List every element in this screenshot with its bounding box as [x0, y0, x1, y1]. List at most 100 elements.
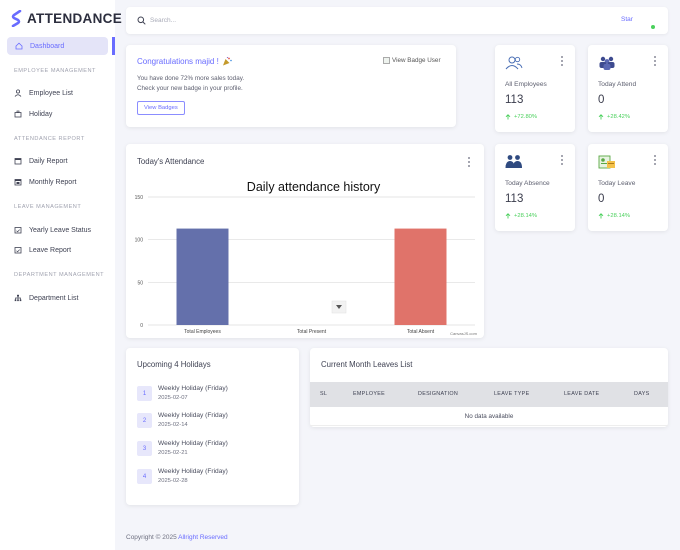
- holiday-number: 4: [137, 469, 152, 484]
- column-header: LEAVE TYPE: [494, 391, 530, 397]
- holidays-card: Upcoming 4 Holidays 1 Weekly Holiday (Fr…: [126, 348, 299, 505]
- search-input[interactable]: [150, 13, 450, 28]
- chevron-down-icon: [336, 305, 342, 309]
- chart-bar: [176, 228, 229, 325]
- sidebar-item-daily-report[interactable]: Daily Report: [14, 157, 68, 165]
- y-tick-label: 100: [135, 238, 144, 244]
- more-options-icon[interactable]: [560, 155, 563, 165]
- section-heading-employee: EMPLOYEE MANAGEMENT: [14, 68, 96, 74]
- card-title: Current Month Leaves List: [321, 360, 413, 369]
- star-link[interactable]: Star: [621, 16, 633, 23]
- user-icon: [14, 89, 22, 97]
- footer-copyright: Copyright © 2025: [126, 534, 177, 541]
- brand-logo-icon: [11, 10, 22, 27]
- chart-title: Daily attendance history: [247, 180, 381, 194]
- column-header: EMPLOYEE: [353, 391, 386, 397]
- stat-value: 113: [505, 193, 524, 205]
- sidebar: ATTENDANCE Dashboard EMPLOYEE MANAGEMENT…: [0, 0, 122, 550]
- stat-label: All Employees: [505, 81, 547, 88]
- holiday-number: 3: [137, 441, 152, 456]
- y-tick-label: 150: [135, 195, 144, 201]
- arrow-up-icon: [598, 114, 604, 120]
- arrow-up-icon: [505, 213, 511, 219]
- congrats-title-text: Congratulations majid !: [137, 57, 219, 66]
- more-options-icon[interactable]: [653, 56, 656, 66]
- congrats-card: Congratulations majid ! You have done 72…: [126, 45, 456, 127]
- holiday-number: 2: [137, 413, 152, 428]
- holiday-date: 2025-02-28: [158, 478, 188, 484]
- sidebar-item-label: Dashboard: [30, 42, 65, 50]
- calendar-icon: [14, 179, 22, 186]
- arrow-up-icon: [505, 114, 511, 120]
- section-heading-leave: LEAVE MANAGEMENT: [14, 204, 82, 210]
- brand[interactable]: ATTENDANCE: [11, 10, 122, 27]
- sidebar-item-dashboard[interactable]: Dashboard: [7, 37, 108, 55]
- stat-change: +72.80%: [505, 114, 537, 120]
- sitemap-icon: [14, 294, 22, 302]
- list-item: 3 Weekly Holiday (Friday) 2025-02-21: [137, 440, 228, 456]
- stat-change: +28.14%: [598, 213, 630, 219]
- chart-bar: [394, 228, 447, 325]
- sidebar-item-yearly-leave-status[interactable]: Yearly Leave Status: [14, 226, 91, 234]
- more-options-icon[interactable]: [467, 157, 470, 167]
- badge-image-alt: View Badge User: [392, 57, 441, 64]
- stat-change-value: +28.14%: [607, 213, 631, 219]
- calendar-check-icon: [14, 247, 22, 254]
- stat-change: +28.42%: [598, 114, 630, 120]
- holiday-date: 2025-02-14: [158, 422, 188, 428]
- card-title: Upcoming 4 Holidays: [137, 360, 211, 369]
- column-header: DESIGNATION: [418, 391, 459, 397]
- online-status-dot: [651, 25, 655, 29]
- stat-card-today-attend: Today Attend 0 +28.42%: [588, 45, 668, 132]
- card-title: Today's Attendance: [137, 157, 205, 166]
- holiday-date: 2025-02-21: [158, 450, 188, 456]
- stat-change-value: +72.80%: [514, 114, 538, 120]
- arrow-up-icon: [598, 213, 604, 219]
- home-icon: [15, 42, 23, 50]
- view-badges-button[interactable]: View Badges: [137, 101, 185, 115]
- brand-name: ATTENDANCE: [27, 11, 122, 26]
- sidebar-item-label: Leave Report: [29, 246, 72, 254]
- y-tick-label: 50: [137, 280, 143, 286]
- sidebar-item-label: Yearly Leave Status: [29, 226, 92, 234]
- more-options-icon[interactable]: [560, 56, 563, 66]
- table-empty-row: No data available: [310, 407, 668, 426]
- column-header: SL: [320, 391, 328, 397]
- table-header: SL EMPLOYEE DESIGNATION LEAVE TYPE LEAVE…: [310, 382, 668, 407]
- sidebar-item-holiday[interactable]: Holiday: [14, 110, 52, 118]
- attendance-chart: Daily attendance history 0 50 100 150 Total E…: [135, 180, 478, 336]
- section-heading-department: DEPARTMENT MANAGEMENT: [14, 272, 105, 278]
- stat-label: Today Attend: [598, 81, 637, 88]
- list-item: 4 Weekly Holiday (Friday) 2025-02-28: [137, 468, 228, 484]
- congrats-message: You have done 72% more sales today. Chec…: [137, 74, 244, 93]
- party-popper-icon: [222, 57, 232, 66]
- footer-link[interactable]: Allright Reserved: [178, 534, 228, 541]
- y-tick-label: 0: [140, 323, 143, 329]
- column-header: DAYS: [634, 391, 650, 397]
- search-icon: [137, 16, 146, 25]
- sidebar-item-employee-list[interactable]: Employee List: [14, 89, 73, 97]
- sidebar-item-label: Employee List: [29, 89, 73, 97]
- list-item: 2 Weekly Holiday (Friday) 2025-02-14: [137, 412, 228, 428]
- sidebar-item-department-list[interactable]: Department List: [14, 294, 78, 302]
- sidebar-item-label: Holiday: [29, 110, 53, 118]
- stat-value: 0: [598, 193, 605, 205]
- stat-change: +28.14%: [505, 213, 537, 219]
- sidebar-item-label: Daily Report: [29, 157, 68, 165]
- broken-image-icon: [383, 57, 390, 64]
- stat-card-today-absence: Today Absence 113 +28.14%: [495, 144, 575, 231]
- list-item: 1 Weekly Holiday (Friday) 2025-02-07: [137, 385, 228, 401]
- leaves-card: Current Month Leaves List SL EMPLOYEE DE…: [310, 348, 668, 427]
- sidebar-item-label: Monthly Report: [29, 178, 77, 186]
- sidebar-item-leave-report[interactable]: Leave Report: [14, 246, 71, 254]
- x-tick-label: Total Present: [297, 329, 327, 335]
- stat-value: 0: [598, 94, 605, 106]
- leave-card-icon: [598, 155, 615, 169]
- sidebar-item-monthly-report[interactable]: Monthly Report: [14, 178, 76, 186]
- more-options-icon[interactable]: [653, 155, 656, 165]
- users-outline-icon: [505, 56, 523, 70]
- column-header: LEAVE DATE: [564, 391, 600, 397]
- holiday-name: Weekly Holiday (Friday): [158, 440, 228, 447]
- calendar-check-icon: [14, 227, 22, 234]
- holiday-name: Weekly Holiday (Friday): [158, 468, 228, 475]
